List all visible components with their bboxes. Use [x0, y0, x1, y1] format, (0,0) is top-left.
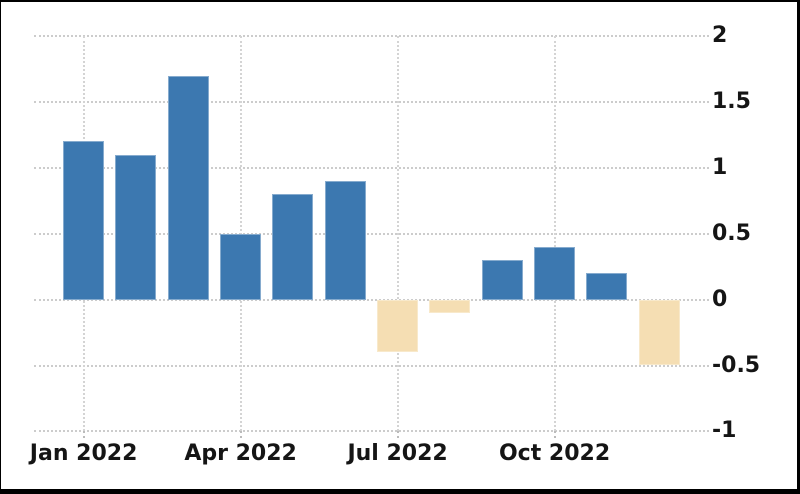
x-axis-label: Apr 2022 — [184, 441, 297, 466]
horizontal-gridline — [34, 100, 709, 103]
x-axis-tick — [553, 431, 556, 439]
bar-jun-2022[interactable] — [324, 180, 366, 300]
bar-jan-2022[interactable] — [63, 141, 105, 300]
bar-apr-2022[interactable] — [220, 233, 262, 300]
horizontal-gridline — [34, 430, 709, 433]
vertical-gridline — [396, 36, 399, 432]
horizontal-gridline — [34, 364, 709, 367]
bar-mar-2022[interactable] — [167, 75, 209, 300]
horizontal-gridline — [34, 298, 709, 301]
vertical-gridline — [553, 36, 556, 432]
y-axis-label: 2 — [712, 23, 728, 48]
bar-dec-2022[interactable] — [638, 299, 680, 366]
horizontal-gridline — [34, 166, 709, 169]
x-axis-tick — [239, 431, 242, 439]
bar-nov-2022[interactable] — [586, 273, 628, 300]
x-axis-tick — [82, 431, 85, 439]
y-axis-label: 1 — [712, 154, 728, 180]
x-axis-label: Jul 2022 — [347, 441, 448, 466]
x-axis-label: Jan 2022 — [29, 441, 138, 466]
horizontal-gridline — [34, 35, 709, 37]
y-axis-label: -1 — [712, 418, 737, 444]
x-axis-tick — [396, 431, 399, 439]
horizontal-gridline — [34, 232, 709, 235]
y-axis-label: 1.5 — [712, 88, 751, 114]
bar-oct-2022[interactable] — [534, 246, 576, 300]
bar-aug-2022[interactable] — [429, 299, 471, 313]
y-axis-label: -0.5 — [712, 352, 761, 378]
bar-jul-2022[interactable] — [377, 299, 419, 353]
x-axis-label: Oct 2022 — [498, 441, 611, 466]
y-axis-label: 0.5 — [712, 220, 751, 246]
bar-sep-2022[interactable] — [481, 260, 523, 300]
bar-feb-2022[interactable] — [115, 154, 157, 300]
y-axis-label: 0 — [712, 286, 728, 312]
bar-may-2022[interactable] — [272, 194, 314, 300]
